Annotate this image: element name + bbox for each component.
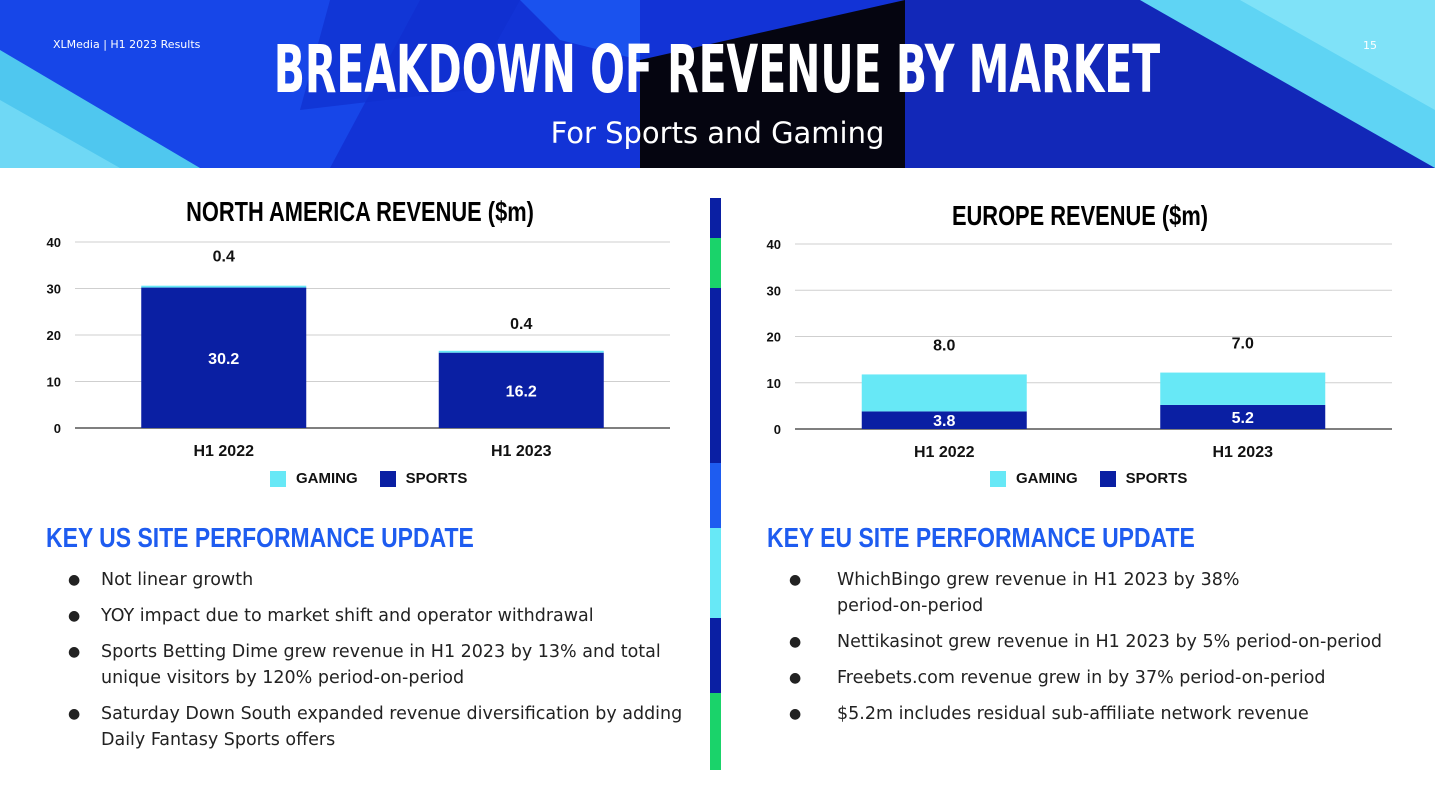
legend-label: SPORTS	[1125, 470, 1188, 487]
north-america-chart-plot: 0 10 20 30 40 30.2 0.4 H1 2022 16.2 0.4 H1 2023	[47, 235, 670, 460]
center-divider	[710, 198, 721, 770]
data-label-sports: 5.2	[1232, 410, 1254, 427]
bar-gaming	[1160, 372, 1326, 405]
bar-gaming	[861, 374, 1027, 412]
list-item: Saturday Down South expanded revenue div…	[46, 701, 696, 753]
chart-legend: GAMING SPORTS	[270, 470, 489, 487]
legend-swatch-gaming	[270, 470, 286, 487]
us-bullet-list: Not linear growth YOY impact due to mark…	[46, 567, 696, 763]
bar-sports	[861, 411, 1027, 429]
legend-label: GAMING	[296, 470, 358, 487]
europe-chart-plot: 0 10 20 30 40 3.8 8.0 H1 2022 5.2 7.0 H1 2023	[767, 237, 1392, 461]
legend-item-gaming: GAMING	[270, 470, 358, 487]
north-america-chart: NORTH AMERICA REVENUE ($m) 0 10 20 30 40 30.2…	[40, 190, 680, 490]
header-background	[0, 0, 1435, 168]
y-tick-label: 40	[47, 235, 61, 250]
data-label-gaming: 8.0	[933, 337, 955, 354]
us-section-heading: KEY US SITE PERFORMANCE UPDATE	[46, 522, 474, 553]
bar-gaming	[438, 350, 604, 353]
chart-legend: GAMING SPORTS	[990, 470, 1209, 487]
y-tick-label: 20	[767, 330, 781, 345]
bar-gaming	[141, 285, 307, 288]
bar-sports	[141, 287, 307, 428]
x-category-label: H1 2022	[194, 443, 255, 460]
chart-title: EUROPE REVENUE ($m)	[951, 200, 1209, 231]
bar-sports	[438, 352, 604, 428]
list-item: YOY impact due to market shift and opera…	[46, 603, 696, 629]
data-label-gaming: 0.4	[510, 316, 532, 333]
x-category-label: H1 2023	[1213, 444, 1274, 461]
data-label-sports: 16.2	[506, 383, 537, 400]
y-tick-label: 30	[47, 282, 61, 297]
list-item: $5.2m includes residual sub-affiliate ne…	[767, 701, 1407, 727]
europe-chart: EUROPE REVENUE ($m) 0 10 20 30 40 3.8 8.0 H1 20…	[760, 190, 1400, 490]
list-item: Sports Betting Dime grew revenue in H1 2…	[46, 639, 696, 691]
list-item: Freebets.com revenue grew in by 37% peri…	[767, 665, 1407, 691]
legend-label: SPORTS	[405, 470, 468, 487]
chart-title: NORTH AMERICA REVENUE ($m)	[186, 196, 534, 227]
legend-item-sports: SPORTS	[379, 470, 468, 487]
y-tick-label: 10	[767, 376, 781, 391]
legend-item-sports: SPORTS	[1099, 470, 1188, 487]
page-number: 15	[1363, 39, 1377, 52]
x-category-label: H1 2022	[914, 444, 975, 461]
x-category-label: H1 2023	[491, 443, 552, 460]
list-item: WhichBingo grew revenue in H1 2023 by 38…	[767, 567, 1407, 619]
header-banner: XLMedia | H1 2023 Results 15 BREAKDOWN O…	[0, 0, 1435, 168]
eu-bullet-list: WhichBingo grew revenue in H1 2023 by 38…	[767, 567, 1407, 737]
legend-label: GAMING	[1016, 470, 1078, 487]
legend-swatch-sports	[1099, 470, 1116, 487]
page-title: BREAKDOWN OF REVENUE BY MARKET	[273, 31, 1161, 108]
list-item: Not linear growth	[46, 567, 696, 593]
y-tick-label: 40	[767, 237, 781, 252]
y-tick-label: 20	[47, 328, 61, 343]
data-label-gaming: 7.0	[1232, 336, 1254, 353]
brand-label: XLMedia | H1 2023 Results	[53, 38, 201, 51]
data-label-gaming: 0.4	[213, 249, 235, 266]
list-item: Nettikasinot grew revenue in H1 2023 by …	[767, 629, 1407, 655]
y-tick-label: 0	[54, 421, 61, 436]
legend-item-gaming: GAMING	[990, 470, 1078, 487]
eu-section-heading: KEY EU SITE PERFORMANCE UPDATE	[767, 522, 1195, 553]
data-label-sports: 30.2	[208, 351, 239, 368]
data-label-sports: 3.8	[933, 413, 955, 430]
page-subtitle: For Sports and Gaming	[550, 116, 885, 150]
y-tick-label: 10	[47, 375, 61, 390]
y-tick-label: 0	[774, 422, 781, 437]
legend-swatch-gaming	[990, 470, 1006, 487]
legend-swatch-sports	[379, 470, 396, 487]
bar-sports	[1160, 404, 1326, 429]
y-tick-label: 30	[767, 283, 781, 298]
